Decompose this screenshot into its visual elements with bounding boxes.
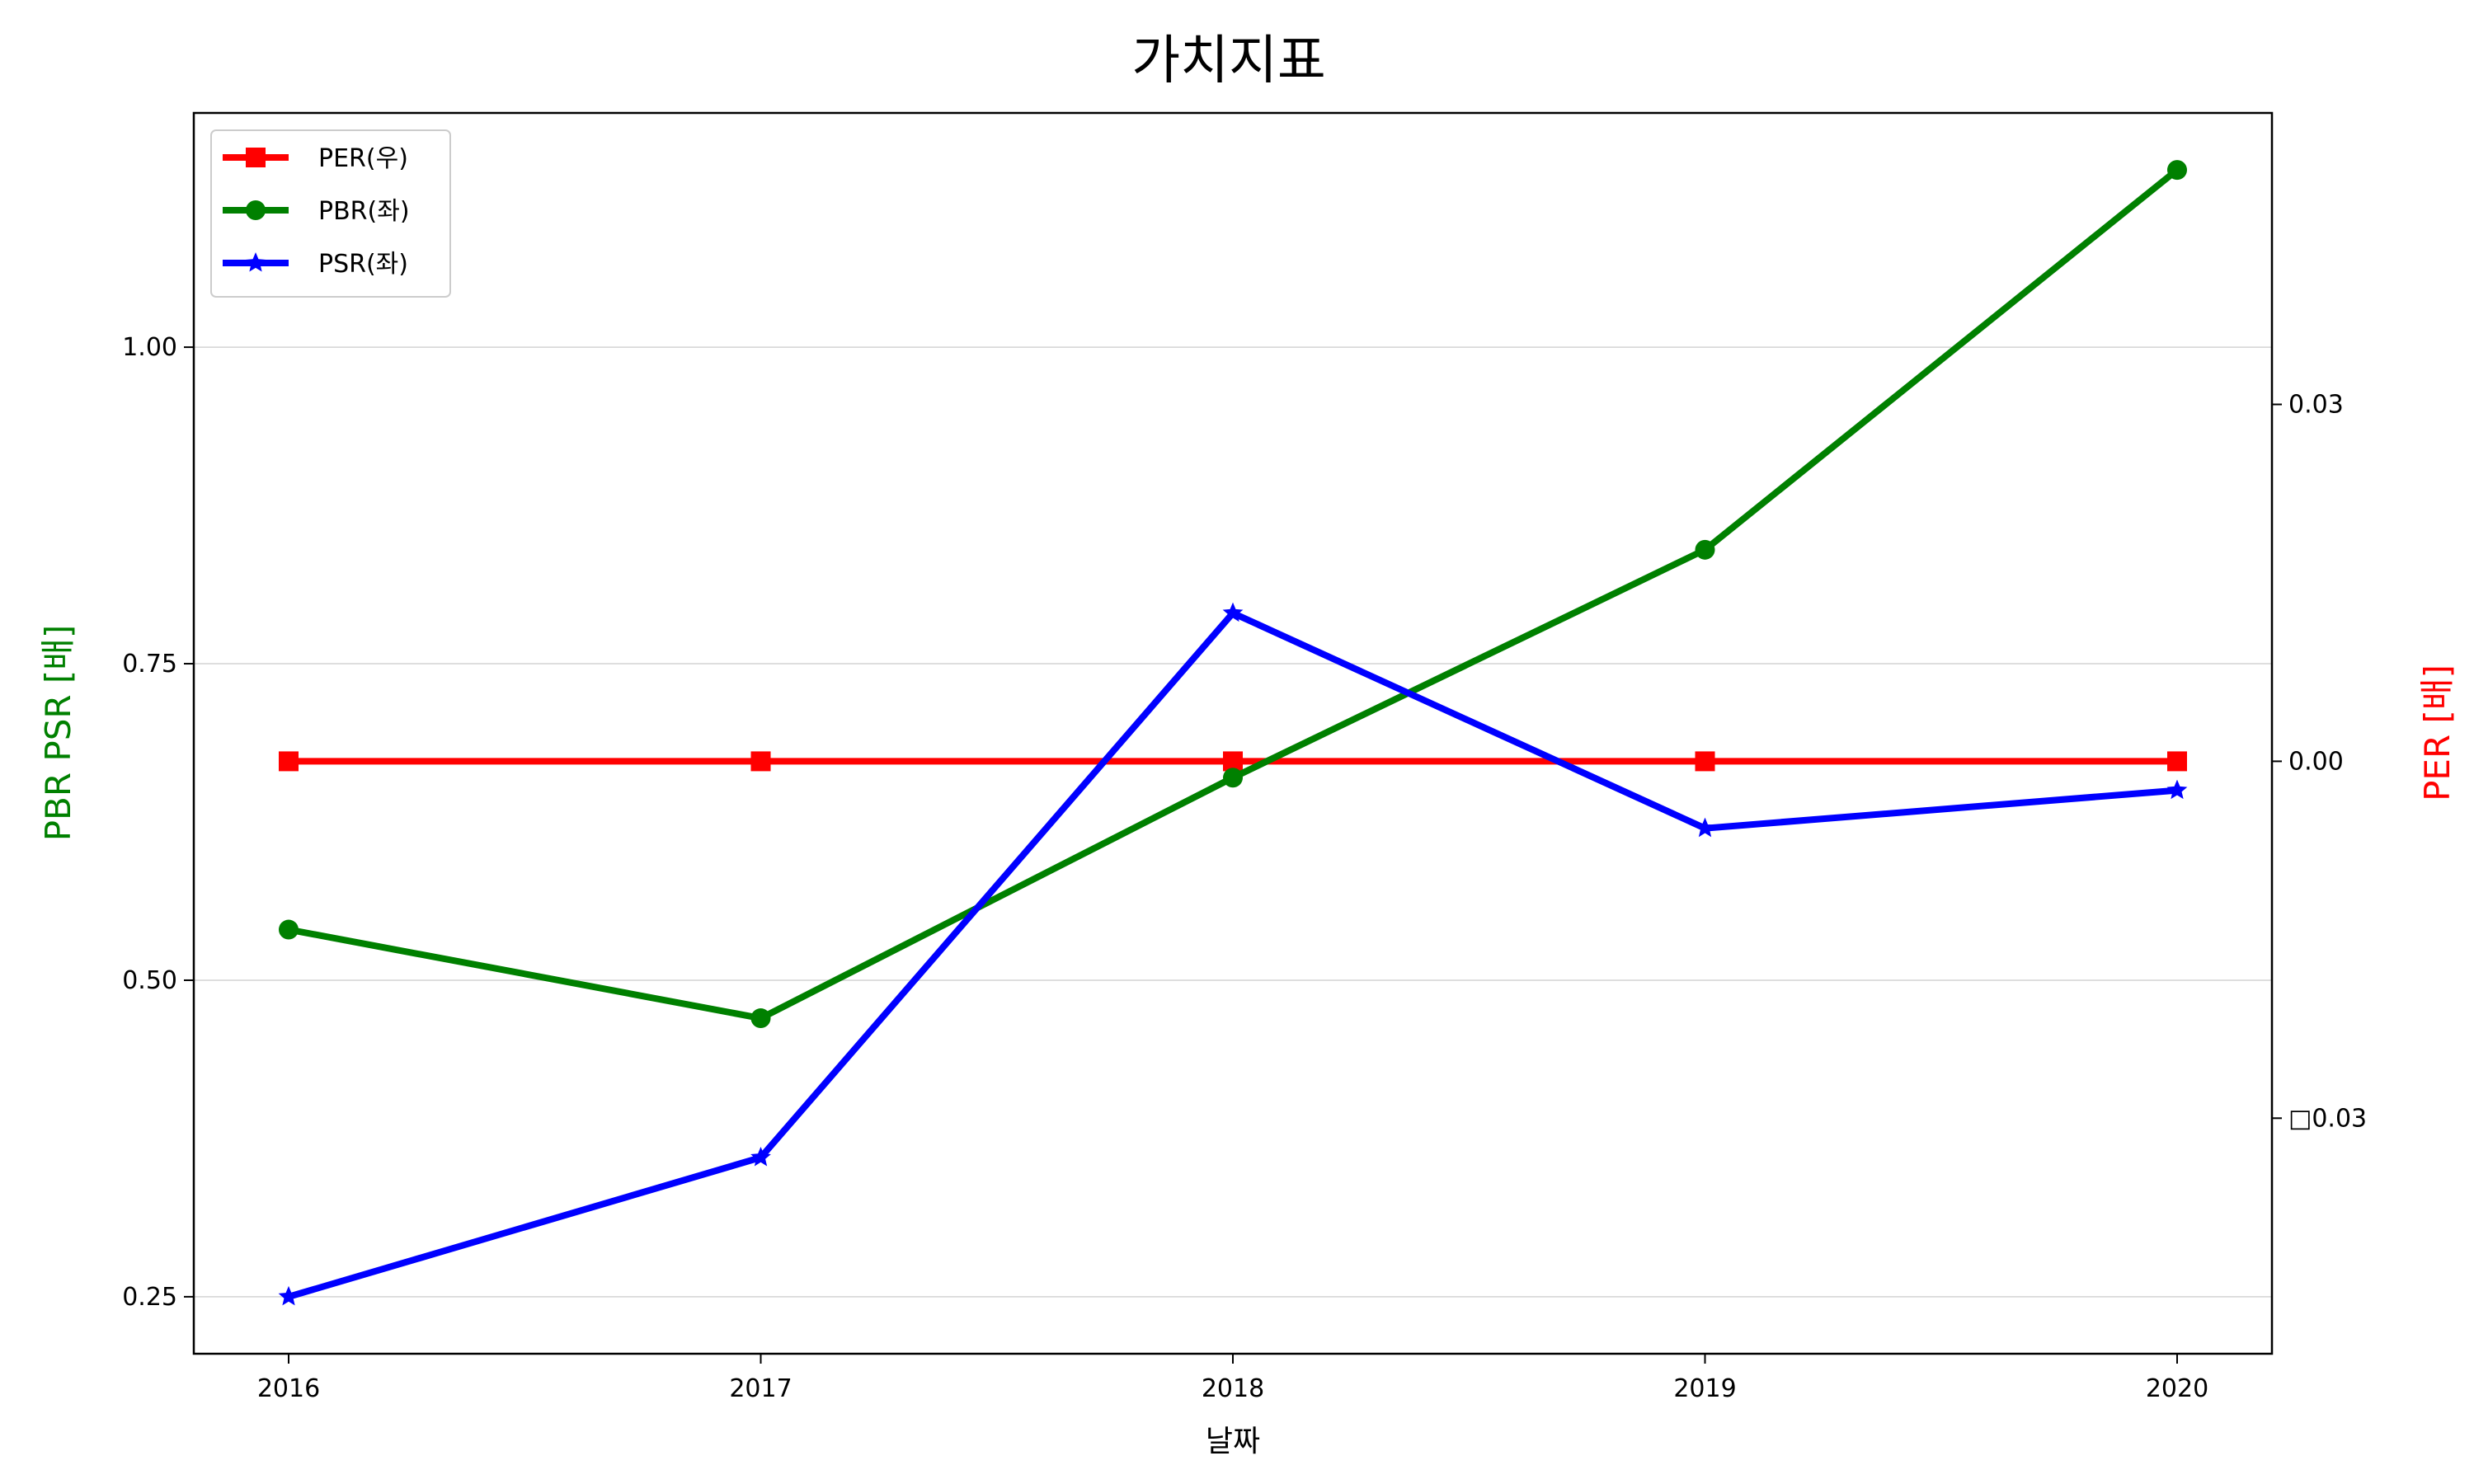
left-y-axis: 0.25 0.50 0.75 1.00 [122, 333, 194, 1312]
x-tick-label: 2018 [1202, 1374, 1264, 1403]
data-point [750, 751, 771, 772]
x-tick-label: 2016 [257, 1374, 320, 1403]
x-tick-label: 2020 [2146, 1374, 2208, 1403]
right-y-axis-label: PER [배] [2417, 665, 2458, 801]
left-tick-label: 0.75 [122, 650, 177, 679]
left-tick-label: 1.00 [122, 333, 177, 362]
data-point [1695, 539, 1715, 560]
x-tick-label: 2017 [729, 1374, 792, 1403]
left-tick-label: 0.25 [122, 1283, 177, 1312]
data-point [279, 919, 299, 940]
left-tick-label: 0.50 [122, 966, 177, 995]
x-tick-label: 2019 [1673, 1374, 1736, 1403]
legend-item: PBR(좌) [223, 197, 410, 226]
data-point [1222, 602, 1244, 622]
data-point [1695, 751, 1715, 772]
legend-label: PBR(좌) [318, 197, 410, 226]
data-point [279, 751, 299, 772]
legend-marker [245, 252, 266, 272]
x-axis: 2016 2017 2018 2019 2020 [257, 1354, 2208, 1403]
data-point [1223, 768, 1243, 788]
legend-marker [246, 148, 266, 167]
gridlines [194, 346, 2272, 1298]
data-point [750, 1008, 771, 1029]
legend-item: PER(우) [223, 144, 408, 173]
x-axis-label: 날짜 [1206, 1425, 1260, 1458]
legend: PER(우) PBR(좌) PSR(좌) [210, 129, 451, 298]
legend-item: PSR(좌) [223, 250, 408, 279]
right-tick-label: 0.00 [2288, 747, 2344, 776]
data-point [278, 1285, 299, 1306]
legend-marker [246, 200, 266, 220]
series-2 [278, 602, 2188, 1306]
legend-box [210, 129, 451, 298]
series-1 [279, 160, 2187, 1029]
right-tick-label: □0.03 [2288, 1104, 2367, 1133]
right-y-axis: □0.03 0.00 0.03 [2272, 391, 2367, 1133]
data-point [2166, 779, 2188, 800]
legend-label: PER(우) [318, 144, 408, 173]
data-point [750, 1146, 771, 1167]
legend-label: PSR(좌) [318, 250, 408, 279]
chart-title: 가치지표 [1131, 31, 1326, 92]
series-0 [279, 751, 2187, 772]
data-point [1695, 817, 1715, 838]
left-y-axis-label: PBR PSR [배] [38, 625, 78, 842]
series-layer [278, 160, 2188, 1306]
data-point [2167, 751, 2187, 772]
data-point [2167, 160, 2187, 181]
right-tick-label: 0.03 [2288, 391, 2344, 420]
